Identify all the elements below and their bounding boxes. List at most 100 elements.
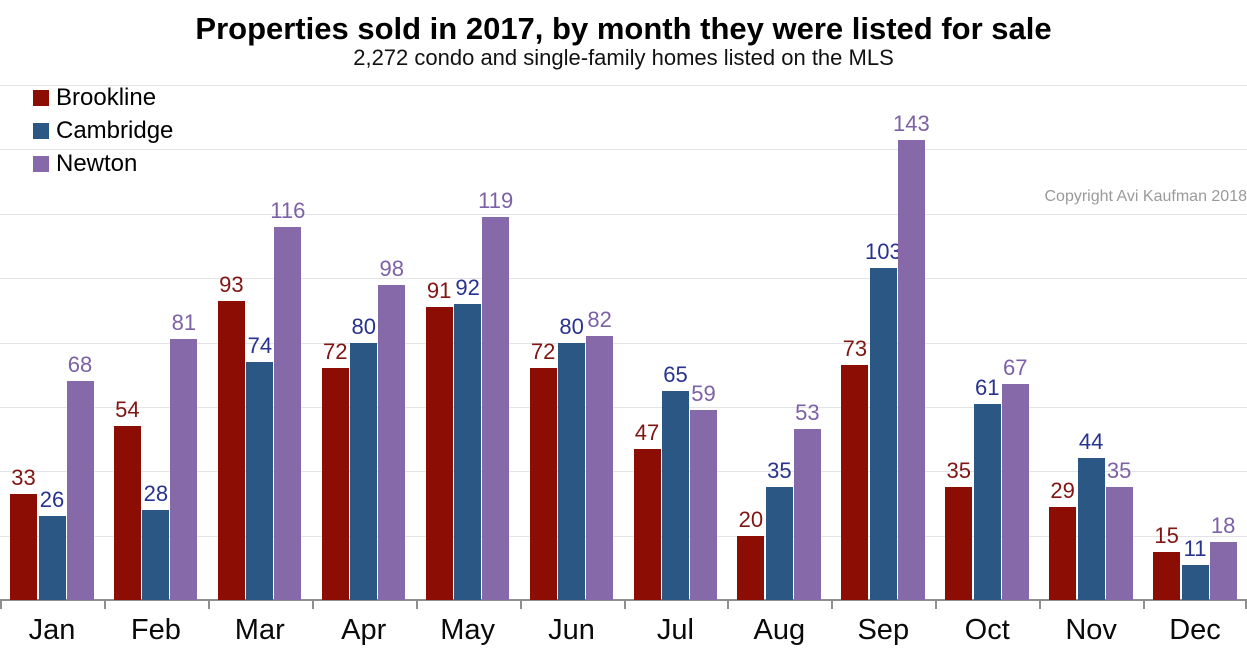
bar-value-label-cambridge-jan: 26: [39, 487, 65, 513]
legend-item-cambridge: Cambridge: [33, 119, 173, 143]
bar-value-label-brookline-jul: 47: [634, 419, 660, 445]
bar-cambridge-sep: [869, 268, 897, 600]
bar-value-label-newton-mar: 116: [270, 197, 306, 223]
bar-cambridge-may: [454, 303, 482, 600]
legend: Brookline Cambridge Newton: [33, 86, 173, 176]
gridline: [0, 213, 1247, 215]
x-axis-tick: [416, 601, 418, 609]
bar-cambridge-jan: [38, 516, 66, 600]
x-axis-tick: [935, 601, 937, 609]
legend-item-brookline: Brookline: [33, 86, 173, 110]
bar-cambridge-mar: [246, 361, 274, 600]
bar-cambridge-nov: [1077, 458, 1105, 600]
x-axis-label-aug: Aug: [753, 614, 806, 646]
x-axis-tick: [312, 601, 314, 609]
bar-newton-dec: [1209, 542, 1237, 600]
legend-label-newton: Newton: [56, 150, 138, 177]
bar-newton-oct: [1001, 384, 1029, 600]
bar-newton-may: [482, 216, 510, 600]
bar-cambridge-dec: [1181, 564, 1209, 600]
gridline: [0, 278, 1247, 280]
x-axis-label-jul: Jul: [656, 614, 694, 646]
gridline: [0, 342, 1247, 344]
bar-value-label-newton-jan: 68: [67, 352, 93, 378]
bar-value-label-cambridge-mar: 74: [247, 332, 273, 358]
x-axis-tick: [1039, 601, 1041, 609]
page-subtitle: 2,272 condo and single-family homes list…: [353, 45, 894, 70]
bar-value-label-brookline-dec: 15: [1154, 522, 1179, 548]
x-axis-tick: [520, 601, 522, 609]
x-axis-label-jun: Jun: [548, 614, 595, 646]
bar-newton-jul: [690, 410, 717, 600]
bar-value-label-cambridge-dec: 11: [1183, 535, 1207, 561]
bar-value-label-cambridge-jun: 80: [559, 313, 584, 339]
bar-value-label-newton-aug: 53: [795, 400, 820, 426]
bar-value-label-brookline-may: 91: [426, 278, 452, 304]
gridline: [0, 471, 1247, 473]
x-axis-label-nov: Nov: [1065, 614, 1117, 646]
bar-value-label-cambridge-nov: 44: [1078, 429, 1104, 455]
bar-cambridge-oct: [973, 403, 1001, 600]
x-axis-label-sep: Sep: [857, 614, 910, 646]
bar-value-label-newton-dec: 18: [1210, 513, 1236, 539]
bar-value-label-newton-oct: 67: [1003, 355, 1028, 381]
legend-item-newton: Newton: [33, 152, 173, 176]
bar-newton-jan: [66, 381, 94, 600]
page-title: Properties sold in 2017, by month they w…: [195, 11, 1052, 46]
bar-brookline-jan: [10, 493, 37, 600]
bar-value-label-cambridge-feb: 28: [143, 480, 169, 506]
bar-brookline-nov: [1049, 506, 1077, 600]
bar-cambridge-feb: [142, 509, 170, 600]
legend-label-cambridge: Cambridge: [56, 117, 174, 144]
bar-value-label-brookline-aug: 20: [738, 506, 764, 532]
bar-brookline-apr: [321, 368, 349, 600]
x-axis-tick: [1143, 601, 1145, 609]
bar-value-label-brookline-jan: 33: [11, 464, 36, 490]
gridline: [0, 149, 1247, 151]
legend-swatch-brookline: [33, 90, 49, 106]
bar-value-label-newton-jun: 82: [587, 307, 612, 333]
bar-value-label-newton-nov: 35: [1106, 458, 1132, 484]
bar-brookline-dec: [1153, 551, 1181, 600]
legend-label-brookline: Brookline: [56, 84, 157, 111]
x-axis-tick: [727, 601, 729, 609]
gridline: [0, 535, 1247, 537]
bar-value-label-newton-may: 119: [478, 187, 514, 213]
bar-brookline-sep: [841, 365, 869, 600]
gridline: [0, 85, 1247, 86]
bar-brookline-aug: [737, 535, 765, 600]
bar-value-label-brookline-apr: 72: [323, 339, 348, 365]
bar-newton-feb: [170, 339, 198, 600]
x-axis-label-may: May: [440, 614, 495, 646]
x-axis-tick: [831, 601, 833, 609]
bar-value-label-brookline-oct: 35: [946, 458, 971, 484]
bar-value-label-newton-feb: 81: [171, 310, 197, 336]
bar-brookline-may: [425, 307, 453, 600]
x-axis-label-mar: Mar: [234, 614, 285, 646]
bar-brookline-jun: [529, 368, 557, 600]
bar-value-label-newton-apr: 98: [379, 255, 404, 281]
bar-cambridge-jun: [558, 342, 586, 600]
x-axis-tick: [624, 601, 626, 609]
x-axis-label-feb: Feb: [130, 614, 181, 646]
legend-swatch-cambridge: [33, 123, 49, 139]
bar-value-label-brookline-nov: 29: [1050, 477, 1075, 503]
x-axis-line: [0, 599, 1247, 601]
x-axis-tick: [104, 601, 106, 609]
bar-newton-mar: [274, 226, 302, 600]
gridline: [0, 406, 1247, 408]
bar-cambridge-apr: [350, 342, 378, 600]
bar-value-label-cambridge-aug: 35: [767, 458, 792, 484]
bar-newton-aug: [793, 429, 821, 600]
x-axis-tick: [1245, 601, 1247, 609]
bar-newton-nov: [1105, 487, 1133, 600]
bar-value-label-cambridge-may: 92: [455, 274, 480, 300]
bar-brookline-feb: [113, 426, 141, 600]
bar-value-label-brookline-mar: 93: [219, 271, 244, 297]
x-axis-label-oct: Oct: [964, 614, 1010, 646]
x-axis-tick: [208, 601, 210, 609]
bar-value-label-cambridge-apr: 80: [351, 313, 376, 339]
bar-brookline-mar: [217, 300, 245, 600]
